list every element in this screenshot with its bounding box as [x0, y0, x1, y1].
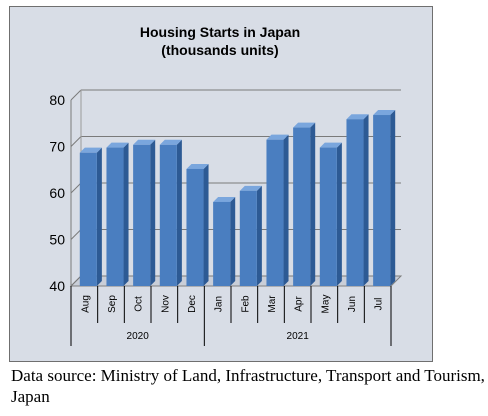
gridline-depth	[70, 89, 82, 101]
bar-top	[106, 142, 129, 148]
bar-face	[266, 139, 284, 286]
x-tick-label-nov: Nov	[160, 295, 171, 313]
bar-side	[256, 185, 262, 286]
bar-top	[346, 114, 369, 120]
x-tick-label-jun: Jun	[347, 296, 358, 312]
chart-title: Housing Starts in Japan	[140, 24, 300, 40]
bar-side	[390, 110, 396, 287]
bar-nov	[159, 139, 182, 286]
x-tick-label-may: May	[320, 295, 331, 314]
x-tick-label-apr: Apr	[294, 296, 305, 312]
x-tick-label-aug: Aug	[80, 295, 91, 313]
x-tick-label-sep: Sep	[107, 295, 118, 313]
bar-side	[336, 142, 342, 286]
bar-dec	[186, 163, 209, 286]
bar-face	[186, 168, 204, 286]
x-tick-label-jul: Jul	[374, 298, 385, 311]
bar-aug	[79, 147, 102, 286]
x-tick-label-oct: Oct	[134, 296, 145, 312]
bars	[79, 110, 396, 287]
bar-may	[319, 142, 342, 286]
bar-face	[213, 201, 231, 286]
bar-side	[230, 196, 236, 286]
bar-face	[79, 152, 97, 286]
bar-side	[123, 142, 129, 286]
x-tick-label-mar: Mar	[267, 295, 278, 313]
gridline-depth	[70, 136, 82, 147]
bar-jun	[346, 114, 369, 286]
gridline-depth	[70, 275, 82, 287]
y-tick-label: 70	[49, 139, 65, 155]
bar-face	[239, 190, 257, 286]
bar-face	[346, 119, 364, 286]
bar-side	[203, 163, 209, 286]
bar-top	[266, 134, 289, 140]
x-tick-label-feb: Feb	[240, 295, 251, 313]
bar-top	[239, 185, 262, 191]
x-tick-label-jan: Jan	[214, 296, 225, 312]
x-tick-labels: Aug Sep Oct Nov Dec Jan Feb Mar Apr May Jun Jul 2020…	[70, 286, 392, 346]
axes: 40 50 60 70 80	[49, 90, 82, 294]
bar-mar	[266, 134, 289, 286]
x-tick-label-dec: Dec	[187, 295, 198, 313]
bar-face	[319, 147, 337, 286]
bar-face	[373, 115, 391, 287]
bar-side	[176, 139, 182, 286]
y-tick-label: 50	[49, 232, 65, 248]
bar-feb	[239, 185, 262, 286]
y-tick-label: 40	[49, 278, 65, 294]
group-label-0: 2020	[127, 331, 150, 342]
bar-oct	[133, 139, 156, 286]
bar-top	[159, 139, 182, 145]
y-tick-label: 60	[49, 185, 65, 201]
bar-top	[79, 147, 102, 153]
bar-top	[293, 122, 316, 128]
bar-apr	[293, 122, 316, 286]
y-tick-label: 80	[49, 92, 65, 108]
bar-side	[310, 122, 316, 286]
bar-top	[373, 110, 396, 116]
housing-starts-chart: Housing Starts in Japan (thousands units…	[49, 24, 403, 346]
bar-side	[150, 139, 156, 286]
bar-side	[283, 134, 289, 286]
data-source-note: Data source: Ministry of Land, Infrastru…	[11, 366, 485, 406]
bar-side	[96, 147, 102, 286]
bar-side	[363, 114, 369, 286]
bar-jan	[213, 196, 236, 286]
bar-top	[133, 139, 156, 145]
chart-frame: Housing Starts in Japan (thousands units…	[9, 6, 433, 362]
bar-top	[213, 196, 236, 202]
gridline-depth	[70, 182, 82, 194]
bar-face	[159, 144, 177, 286]
bar-face	[293, 127, 311, 286]
chart-subtitle: (thousands units)	[161, 42, 278, 58]
bar-top	[319, 142, 342, 148]
bar-face	[106, 147, 124, 286]
bar-top	[186, 163, 209, 169]
bar-face	[133, 144, 151, 286]
bar-sep	[106, 142, 129, 286]
group-label-1: 2021	[287, 331, 310, 342]
bar-jul	[373, 110, 396, 287]
gridline-depth	[70, 229, 82, 240]
